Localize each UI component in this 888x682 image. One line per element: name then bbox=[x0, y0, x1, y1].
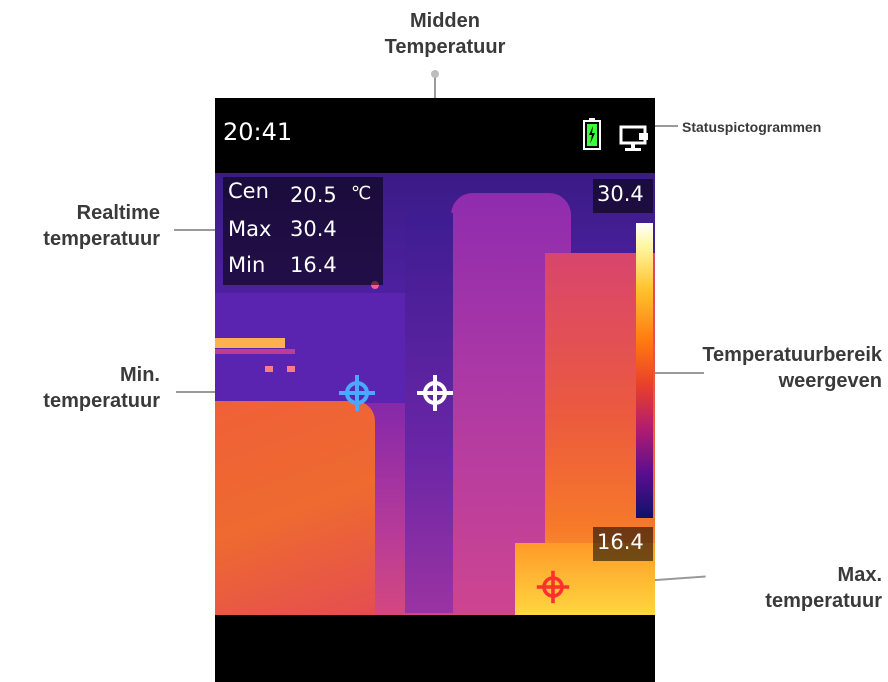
thermal-small-spot bbox=[371, 281, 379, 289]
max-temp-marker-icon bbox=[536, 570, 570, 604]
scale-max-box bbox=[593, 179, 653, 213]
status-bar: 20:41 bbox=[215, 98, 655, 173]
cen-label: Cen bbox=[228, 179, 269, 203]
clock: 20:41 bbox=[223, 118, 293, 146]
range-leader-line bbox=[650, 372, 704, 374]
callout-center-line2: Temperatuur bbox=[384, 36, 506, 58]
callout-range-display: Temperatuurbereik weergeven bbox=[660, 342, 882, 394]
status-leader-line bbox=[640, 125, 678, 127]
callout-center-line1: Midden bbox=[410, 10, 480, 32]
thermal-bright-strip bbox=[215, 338, 285, 348]
thermal-spot-1 bbox=[265, 366, 273, 372]
callout-range-line1: Temperatuurbereik bbox=[702, 344, 882, 366]
callout-max-temperature: Max. temperatuur bbox=[700, 562, 882, 614]
max-label: Max bbox=[228, 217, 272, 241]
cen-value: 20.5 bbox=[290, 183, 337, 207]
bottom-bar bbox=[215, 615, 655, 682]
callout-min-temperature: Min. temperatuur bbox=[0, 362, 160, 414]
thermal-device-screen: 20:41 Cen 20.5 ℃ Max bbox=[215, 98, 655, 682]
battery-charging-icon bbox=[583, 118, 601, 150]
thermal-hot-block bbox=[215, 401, 375, 615]
scale-max-value: 30.4 bbox=[597, 182, 644, 206]
thermal-spot-2 bbox=[287, 366, 295, 372]
center-temp-marker-icon bbox=[417, 375, 453, 411]
thermal-cool-column bbox=[405, 213, 453, 613]
scale-min-value: 16.4 bbox=[597, 530, 644, 554]
monitor-icon[interactable] bbox=[619, 124, 649, 154]
callout-range-line2: weergeven bbox=[778, 370, 882, 392]
min-value: 16.4 bbox=[290, 253, 337, 277]
thermal-image: Cen 20.5 ℃ Max 30.4 Min 16.4 30.4 16.4 bbox=[215, 173, 655, 615]
unit-label: ℃ bbox=[351, 183, 372, 204]
callout-realtime-line1: Realtime bbox=[76, 202, 160, 224]
callout-min-line1: Min. bbox=[120, 364, 160, 386]
callout-center-temperature: Midden Temperatuur bbox=[360, 8, 530, 60]
thermal-strip-2 bbox=[215, 349, 295, 354]
scale-min-box bbox=[593, 527, 653, 561]
realtime-leader-line bbox=[174, 229, 226, 231]
temperature-scale-bar bbox=[636, 223, 653, 518]
min-temp-marker-icon bbox=[339, 375, 375, 411]
callout-max-line1: Max. bbox=[837, 564, 882, 586]
callout-min-line2: temperatuur bbox=[43, 390, 160, 412]
center-leader-dot bbox=[431, 70, 439, 78]
max-value: 30.4 bbox=[290, 217, 337, 241]
callout-status-icons: Statuspictogrammen bbox=[682, 119, 822, 135]
min-label: Min bbox=[228, 253, 266, 277]
readout-panel bbox=[223, 177, 383, 285]
callout-max-line2: temperatuur bbox=[765, 590, 882, 612]
callout-realtime-line2: temperatuur bbox=[43, 228, 160, 250]
callout-realtime-temperature: Realtime temperatuur bbox=[0, 200, 160, 252]
